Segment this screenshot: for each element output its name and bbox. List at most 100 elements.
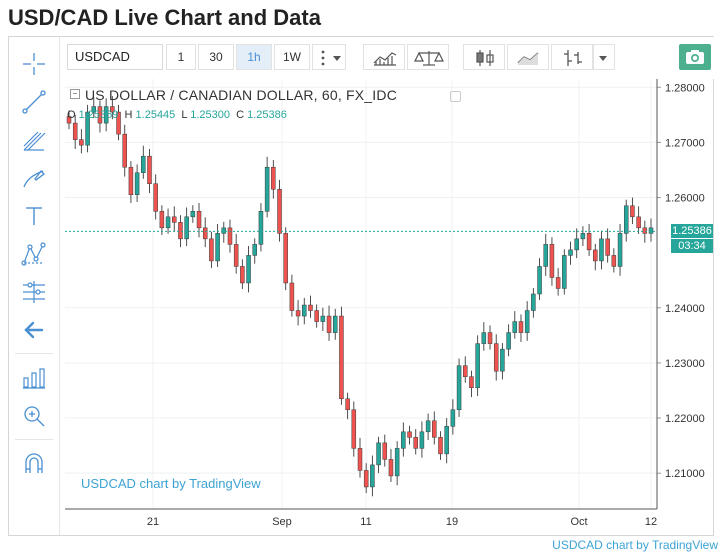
candle-body xyxy=(487,332,493,344)
x-tick-label: 11 xyxy=(360,516,371,528)
tradingview-credit-link[interactable]: USDCAD chart by TradingView xyxy=(552,538,718,552)
candle-body xyxy=(295,310,301,317)
ohlc-legend: O 1.25359 H 1.25445 L 1.25300 C 1.25386 xyxy=(67,109,287,121)
candle-body xyxy=(605,238,610,256)
x-tick-label: 12 xyxy=(645,516,657,528)
chart-widget: USDCAD 1 30 1h 1W 1.28000 1.27000 1. xyxy=(8,36,715,536)
candle-body xyxy=(419,431,425,449)
candle-body xyxy=(444,426,449,455)
candle-body xyxy=(110,106,115,113)
measure-icon[interactable] xyxy=(21,365,47,391)
candle-body xyxy=(549,244,555,278)
candle-body xyxy=(289,282,295,311)
y-tick-label: 1.28000 xyxy=(665,82,705,94)
collapse-legend-icon[interactable] xyxy=(70,89,80,99)
crosshair-icon[interactable] xyxy=(21,51,47,77)
candle-body xyxy=(209,238,214,262)
candle-body xyxy=(277,189,282,234)
candle-body xyxy=(568,249,573,256)
candle-body xyxy=(221,227,227,234)
candle-body xyxy=(394,448,400,477)
candle-body xyxy=(134,172,140,196)
candle-body xyxy=(246,255,251,284)
chart-watermark-link[interactable]: USDCAD chart by TradingView xyxy=(81,476,261,491)
interval-button-1[interactable]: 1 xyxy=(166,44,196,70)
compare-icon[interactable] xyxy=(407,44,449,70)
text-icon[interactable] xyxy=(21,203,47,229)
bar-countdown-tag: 03:34 xyxy=(671,239,713,254)
candle-body xyxy=(586,233,592,251)
candle-body xyxy=(178,222,183,240)
candle-body xyxy=(116,111,121,135)
candle-body xyxy=(91,106,97,113)
candle-body xyxy=(599,238,604,262)
candle-body xyxy=(320,315,326,322)
candle-body xyxy=(642,227,648,234)
indicators-icon[interactable] xyxy=(363,44,405,70)
drawing-toolbar xyxy=(9,37,60,535)
interval-button-1w[interactable]: 1W xyxy=(274,44,310,70)
last-price-tag: 1.25386 xyxy=(671,224,713,239)
candle-body xyxy=(432,420,437,438)
candle-body xyxy=(172,216,177,223)
prediction-icon[interactable] xyxy=(21,279,47,305)
candle-body xyxy=(227,227,233,245)
interval-button-30[interactable]: 30 xyxy=(198,44,234,70)
close-label: C xyxy=(236,109,245,121)
bars-style-icon[interactable] xyxy=(551,44,593,70)
zoom-in-icon[interactable] xyxy=(21,403,47,429)
candle-body xyxy=(159,211,165,229)
line-style-icon[interactable] xyxy=(507,44,549,70)
symbol-search-input[interactable]: USDCAD xyxy=(67,44,163,70)
candle-body xyxy=(314,310,319,322)
candle-body xyxy=(401,431,406,449)
candles-style-icon[interactable] xyxy=(463,44,505,70)
magnet-icon[interactable] xyxy=(21,451,47,477)
pitchfork-icon[interactable] xyxy=(21,127,47,153)
price-chart[interactable]: 1.28000 1.27000 1.26000 1.24000 1.23000 1.220… xyxy=(65,79,715,535)
y-tick-label: 1.24000 xyxy=(665,303,705,315)
candle-body xyxy=(512,321,518,333)
candle-body xyxy=(593,249,598,262)
x-tick-label: 19 xyxy=(446,516,458,528)
candle-body xyxy=(463,365,468,377)
open-label: O xyxy=(67,109,76,121)
eye-icon[interactable] xyxy=(450,91,461,102)
top-toolbar: USDCAD 1 30 1h 1W xyxy=(65,37,715,79)
open-value: 1.25359 xyxy=(78,109,119,121)
interval-button-1h[interactable]: 1h xyxy=(236,44,272,70)
candle-body xyxy=(413,437,418,449)
candle-body xyxy=(506,332,511,350)
more-intervals-button[interactable] xyxy=(312,44,346,70)
price-chart-canvas[interactable]: 1.28000 1.27000 1.26000 1.24000 1.23000 1.220… xyxy=(65,79,715,535)
candle-body xyxy=(153,183,158,212)
snapshot-button[interactable] xyxy=(679,44,711,70)
candle-body xyxy=(66,116,72,124)
back-arrow-icon[interactable] xyxy=(21,317,47,343)
candle-body xyxy=(469,376,474,388)
candle-body xyxy=(271,166,276,190)
candle-body xyxy=(425,420,431,433)
candle-body xyxy=(450,409,456,427)
candle-body xyxy=(97,106,103,124)
candle-body xyxy=(500,348,505,372)
y-tick-label: 1.23000 xyxy=(665,358,705,370)
high-label: H xyxy=(124,109,133,121)
candle-body xyxy=(79,139,84,146)
candle-body xyxy=(165,216,171,229)
candle-body xyxy=(475,343,480,388)
candle-body xyxy=(190,211,196,218)
candle-body xyxy=(524,310,530,333)
high-value: 1.25445 xyxy=(135,109,176,121)
brush-icon[interactable] xyxy=(21,165,47,191)
pattern-icon[interactable] xyxy=(21,241,47,267)
candle-body xyxy=(481,332,487,344)
trend-line-icon[interactable] xyxy=(21,89,47,115)
candle-body xyxy=(128,166,134,196)
candle-body xyxy=(438,437,443,455)
chart-type-dropdown[interactable] xyxy=(593,44,615,70)
candle-body xyxy=(630,205,635,218)
candle-body xyxy=(202,227,208,240)
candle-body xyxy=(407,431,412,438)
candle-body xyxy=(537,266,542,295)
